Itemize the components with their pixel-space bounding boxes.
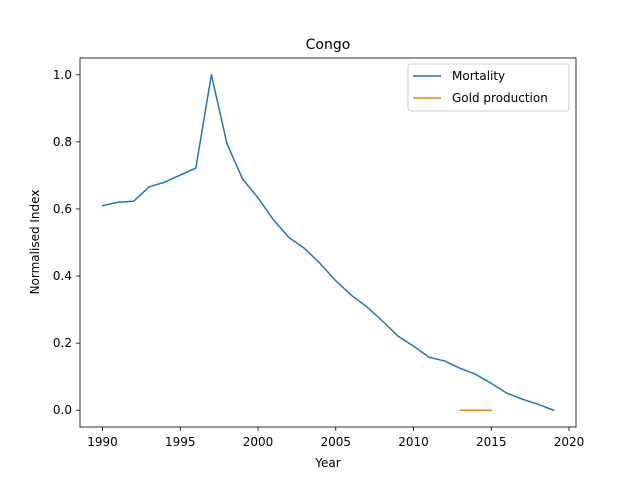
y-tick-label: 0.0	[53, 403, 72, 417]
y-tick-label: 0.8	[53, 135, 72, 149]
y-tick-label: 1.0	[53, 68, 72, 82]
chart-title: Congo	[306, 37, 351, 53]
x-tick-label: 2010	[398, 435, 429, 449]
x-tick-label: 2005	[321, 435, 352, 449]
x-axis-label: Year	[314, 456, 340, 470]
x-tick-label: 1990	[87, 435, 118, 449]
legend-box	[407, 63, 570, 112]
x-tick-label: 2015	[476, 435, 507, 449]
y-axis-label: Normalised Index	[28, 190, 42, 295]
legend-label-0: Mortality	[452, 69, 505, 83]
x-tick-label: 2000	[243, 435, 274, 449]
x-tick-label: 1995	[165, 435, 196, 449]
y-tick-label: 0.6	[53, 202, 72, 216]
plot-area: 1990 1995 2000 2005 2010 2015 2020 0.0 0.2 0.4 0.6…	[53, 57, 585, 449]
legend: Mortality Gold production	[407, 63, 570, 112]
y-tick-label: 0.2	[53, 336, 72, 350]
legend-label-1: Gold production	[452, 91, 548, 105]
x-tick-label: 2020	[554, 435, 585, 449]
series-line-0	[101, 74, 555, 412]
axes-frame	[79, 57, 577, 428]
y-tick-label: 0.4	[53, 269, 72, 283]
